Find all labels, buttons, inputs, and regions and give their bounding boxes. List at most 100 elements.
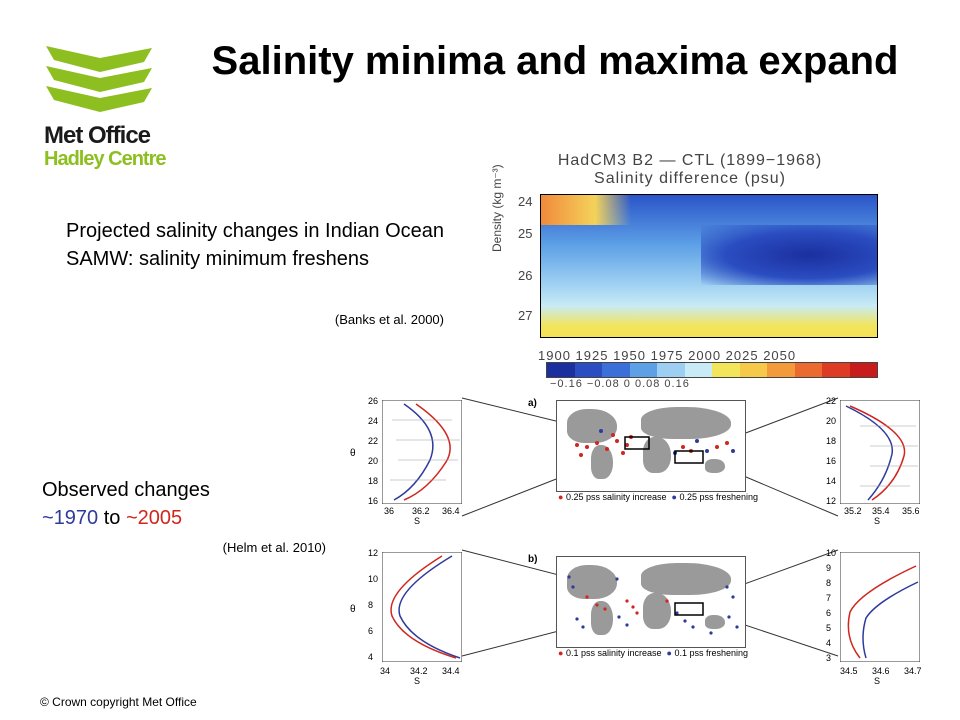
colorbar-swatch: [849, 363, 877, 377]
ytick: 4: [368, 652, 374, 662]
map-b-legend-blue: 0.1 pss freshening: [674, 648, 749, 658]
map-b-label: b): [528, 554, 538, 565]
land-eurasia: [641, 563, 731, 595]
map-b-panel: b) ● 0.1 pss salinity increase ● 0.1 pss…: [528, 554, 748, 666]
xtick: 34.5: [840, 666, 858, 676]
land-eurasia: [641, 407, 731, 439]
banks-citation: (Banks et al. 2000): [334, 312, 444, 327]
ytick: 12: [826, 496, 837, 506]
observed-description: Observed changes ~1970 to ~2005: [42, 476, 342, 532]
hadcm3-xticks: 1900 1925 1950 1975 2000 2025 2050: [538, 348, 797, 363]
map-b-legend: ● 0.1 pss salinity increase ● 0.1 pss fr…: [558, 648, 749, 658]
xtick: 35.4: [872, 506, 890, 516]
ytick: 16: [368, 496, 379, 506]
ytick: 22: [368, 436, 379, 446]
ytick: 4: [826, 638, 832, 648]
logo-brand-text: Met Office: [44, 122, 151, 149]
colorbar-swatch: [712, 363, 740, 377]
land-south-america: [591, 601, 613, 635]
observed-heading: Observed changes: [42, 479, 210, 501]
xtick: 34.2: [410, 666, 428, 676]
ytick: 16: [826, 456, 837, 466]
profile-a-right: 22 20 18 16 14 12 35.2 35.4 35.6 S: [820, 396, 932, 526]
hadcm3-colorbar: [546, 362, 878, 378]
hadcm3-contour-plot: [540, 194, 878, 338]
helm-citation: (Helm et al. 2010): [222, 540, 326, 555]
colorbar-swatch: [629, 363, 657, 377]
map-a-legend-blue: 0.25 pss freshening: [679, 492, 759, 502]
logo-sub-text: Hadley Centre: [44, 148, 166, 170]
land-australia: [705, 615, 725, 629]
ytick: 20: [826, 416, 837, 426]
ytick: 5: [826, 623, 832, 633]
profile-a-left: 26 24 22 20 18 16 θ 36 36.2 36.4 S: [350, 396, 462, 526]
hadcm3-ytick: 27: [518, 308, 533, 323]
ytick: 18: [368, 476, 379, 486]
profile-b-left-plot: [382, 552, 462, 662]
land-north-america: [567, 409, 617, 443]
ytick: 20: [368, 456, 379, 466]
map-b: [556, 556, 746, 648]
colorbar-swatch: [739, 363, 767, 377]
warm-anomaly-region: [541, 195, 631, 225]
ytick: 6: [826, 608, 832, 618]
ytick: 7: [826, 593, 832, 603]
colorbar-swatch: [767, 363, 795, 377]
ytick: 26: [368, 396, 379, 406]
map-b-dots: [567, 575, 739, 635]
land-africa: [643, 593, 671, 629]
xtick: 36.2: [412, 506, 430, 516]
colorbar-swatch: [574, 363, 602, 377]
tilde-end: ~: [125, 507, 138, 529]
hadcm3-subtitle: Salinity difference (psu): [594, 170, 786, 187]
ytick: 6: [368, 626, 374, 636]
xtick: 35.2: [844, 506, 862, 516]
slide-title: Salinity minima and maxima expand: [211, 39, 899, 83]
map-a-dots: [575, 429, 735, 464]
year-end: 2005: [137, 507, 183, 529]
profile-a-right-plot: [840, 400, 920, 504]
ytick: 8: [368, 600, 374, 610]
land-africa: [643, 437, 671, 473]
met-office-logo: Met Office Hadley Centre: [40, 40, 170, 180]
ytick: 12: [368, 548, 379, 558]
map-a-legend: ● 0.25 pss salinity increase ● 0.25 pss …: [558, 492, 759, 502]
ytick: 9: [826, 563, 832, 573]
hadcm3-ytick: 26: [518, 268, 533, 283]
leaf-logo-icon: [46, 46, 152, 112]
year-start: 1970: [53, 507, 99, 529]
ytick: 8: [826, 578, 832, 588]
hadcm3-title: HadCM3 B2 — CTL (1899−1968): [557, 152, 823, 169]
xtick: 35.6: [902, 506, 920, 516]
xtick: 34: [380, 666, 391, 676]
hadcm3-colorbar-ticks: −0.16 −0.08 0 0.08 0.16: [550, 378, 690, 390]
xtick: 34.7: [904, 666, 922, 676]
ytick: 14: [826, 476, 837, 486]
land-south-america: [591, 445, 613, 479]
profile-b-right-plot: [840, 552, 920, 662]
colorbar-swatch: [602, 363, 630, 377]
colorbar-swatch: [657, 363, 685, 377]
colorbar-swatch: [822, 363, 850, 377]
xtick: 36.4: [442, 506, 460, 516]
hadcm3-ytick: 24: [518, 194, 533, 209]
s-label: S: [874, 516, 881, 526]
map-a: [556, 400, 746, 492]
xtick: 34.4: [442, 666, 460, 676]
ytick: 18: [826, 436, 837, 446]
observed-period: ~1970 to ~2005: [42, 504, 342, 532]
xtick: 34.6: [872, 666, 890, 676]
ytick: 3: [826, 653, 832, 663]
profile-b-left: 12 10 8 6 4 θ 34 34.2 34.4 S: [350, 548, 462, 688]
fresh-anomaly-core: [701, 225, 877, 285]
map-b-legend-red: 0.1 pss salinity increase: [565, 648, 662, 658]
map-a-label: a): [528, 398, 537, 409]
profile-b-right: 10 9 8 7 6 5 4 3 34.5 34.6 34.7 S: [820, 548, 932, 688]
ytick: 24: [368, 416, 379, 426]
map-a-panel: a) ● 0.25 pss salinity increase ● 0.25 p…: [528, 398, 758, 502]
s-label: S: [414, 676, 421, 686]
theta-label: θ: [350, 448, 356, 459]
period-connector: to: [98, 507, 126, 529]
hadcm3-ytick: 25: [518, 226, 533, 241]
